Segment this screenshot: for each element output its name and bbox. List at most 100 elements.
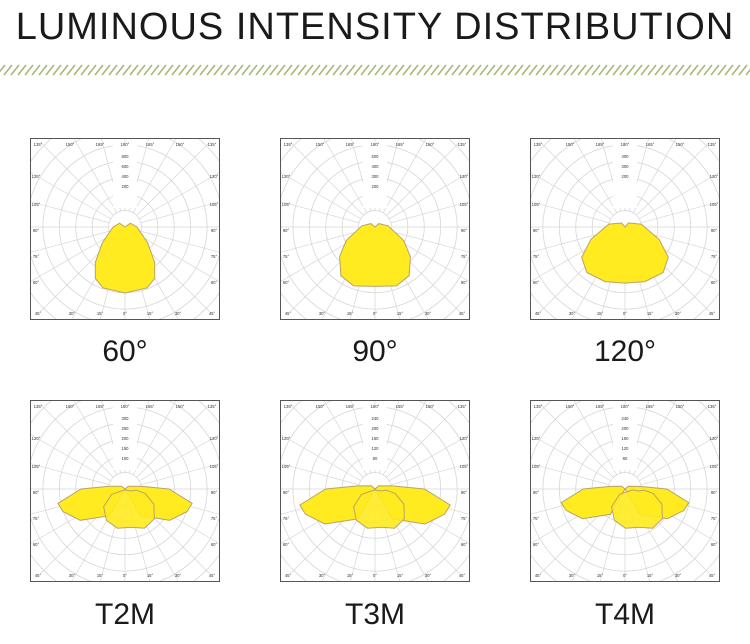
angle-tick-label: 60° xyxy=(533,280,540,285)
angle-tick-label: 135° xyxy=(34,142,43,147)
angle-tick-label: 120° xyxy=(32,174,41,179)
caption-t2m: T2M xyxy=(95,598,155,631)
angle-tick-label: 120° xyxy=(460,174,469,179)
angle-tick-label: 165° xyxy=(396,404,405,409)
angle-tick-label: 135° xyxy=(534,142,543,147)
angle-tick-label: 0° xyxy=(123,311,127,316)
hatched-divider xyxy=(0,64,750,76)
angle-tick-label: 60° xyxy=(33,280,40,285)
angle-tick-label: 30° xyxy=(569,311,576,316)
angle-tick-label: 165° xyxy=(146,142,155,147)
angle-tick-label: 60° xyxy=(533,542,540,547)
angle-tick-label: 150° xyxy=(426,142,435,147)
angle-tick-label: 90° xyxy=(283,490,290,495)
intensity-curve-secondary xyxy=(103,489,155,529)
angle-tick-label: 135° xyxy=(458,404,467,409)
angle-tick-label: 150° xyxy=(66,142,75,147)
angle-tick-label: 60° xyxy=(711,542,718,547)
polar-chart-60: 135° 150° 165° 180° 165° 150° 135° 120° 120° 105°… xyxy=(30,138,220,320)
radial-tick-label: 160 xyxy=(372,436,380,441)
angle-tick-label: 75° xyxy=(33,516,40,521)
angle-tick-label: 105° xyxy=(710,464,719,469)
angle-tick-label: 180° xyxy=(621,404,630,409)
caption-60: 60° xyxy=(102,335,148,368)
angle-tick-label: 45° xyxy=(35,311,42,316)
angle-tick-label: 15° xyxy=(397,311,404,316)
angle-tick-label: 135° xyxy=(284,404,293,409)
radial-tick-label: 200 xyxy=(622,426,630,431)
angle-tick-label: 0° xyxy=(373,311,377,316)
angle-tick-label: 120° xyxy=(460,436,469,441)
angle-tick-label: 75° xyxy=(283,516,290,521)
angle-tick-label: 150° xyxy=(566,142,575,147)
radial-tick-label: 600 xyxy=(122,164,130,169)
radial-tick-label: 300 xyxy=(622,164,630,169)
polar-chart-120: 135° 150° 165° 180° 165° 150° 135° 120° 120° 105°… xyxy=(530,138,720,320)
angle-tick-label: 135° xyxy=(458,142,467,147)
angle-tick-label: 75° xyxy=(711,254,718,259)
angle-tick-label: 15° xyxy=(97,573,104,578)
angle-tick-label: 30° xyxy=(69,573,76,578)
angle-tick-label: 90° xyxy=(211,228,218,233)
caption-t3m: T3M xyxy=(345,598,405,631)
angle-tick-label: 75° xyxy=(711,516,718,521)
caption-90: 90° xyxy=(352,335,398,368)
angle-tick-label: 180° xyxy=(121,142,130,147)
radial-tick-label: 160 xyxy=(622,436,630,441)
angle-tick-label: 150° xyxy=(176,142,185,147)
angle-tick-label: 60° xyxy=(211,542,218,547)
angle-tick-label: 45° xyxy=(35,573,42,578)
radial-tick-label: 100 xyxy=(122,456,130,461)
angle-tick-label: 180° xyxy=(121,404,130,409)
angle-tick-label: 120° xyxy=(32,436,41,441)
radial-tick-label: 80 xyxy=(623,456,628,461)
angle-tick-label: 90° xyxy=(533,490,540,495)
polar-chart-t2m: 135° 150° 165° 180° 165° 150° 135° 120° 120° 105°… xyxy=(30,400,220,582)
angle-tick-label: 105° xyxy=(32,202,41,207)
angle-tick-label: 135° xyxy=(208,142,217,147)
angle-tick-label: 135° xyxy=(534,404,543,409)
angle-tick-label: 165° xyxy=(646,142,655,147)
angle-tick-label: 90° xyxy=(33,228,40,233)
polar-chart-t4m: 135° 150° 165° 180° 165° 150° 135° 120° 120° 105°… xyxy=(530,400,720,582)
caption-t4m: T4M xyxy=(595,598,655,631)
angle-tick-label: 90° xyxy=(533,228,540,233)
angle-tick-label: 150° xyxy=(316,404,325,409)
radial-tick-label: 120 xyxy=(372,446,380,451)
angle-tick-label: 30° xyxy=(175,311,182,316)
angle-tick-label: 180° xyxy=(621,142,630,147)
angle-tick-label: 165° xyxy=(596,404,605,409)
intensity-curve xyxy=(339,223,411,287)
angle-tick-label: 45° xyxy=(459,311,466,316)
radial-tick-label: 200 xyxy=(372,184,380,189)
angle-tick-label: 15° xyxy=(147,311,154,316)
radial-tick-label: 300 xyxy=(372,174,380,179)
angle-tick-label: 120° xyxy=(710,436,719,441)
angle-tick-label: 15° xyxy=(97,311,104,316)
radial-tick-label: 400 xyxy=(622,154,630,159)
angle-tick-label: 150° xyxy=(176,404,185,409)
angle-tick-label: 165° xyxy=(146,404,155,409)
angle-tick-label: 60° xyxy=(283,280,290,285)
angle-tick-label: 120° xyxy=(282,174,291,179)
angle-tick-label: 150° xyxy=(316,142,325,147)
angle-tick-label: 60° xyxy=(461,280,468,285)
angle-tick-label: 75° xyxy=(533,516,540,521)
angle-tick-label: 150° xyxy=(676,142,685,147)
angle-tick-label: 30° xyxy=(319,573,326,578)
angle-tick-label: 15° xyxy=(147,573,154,578)
angle-tick-label: 105° xyxy=(532,202,541,207)
angle-tick-label: 75° xyxy=(461,516,468,521)
intensity-curve-secondary xyxy=(353,489,405,529)
angle-tick-label: 120° xyxy=(532,436,541,441)
angle-tick-label: 0° xyxy=(373,573,377,578)
angle-tick-label: 75° xyxy=(33,254,40,259)
radial-tick-label: 240 xyxy=(622,416,630,421)
angle-tick-label: 90° xyxy=(211,490,218,495)
angle-tick-label: 135° xyxy=(34,404,43,409)
angle-tick-label: 150° xyxy=(426,404,435,409)
angle-tick-label: 165° xyxy=(346,404,355,409)
radial-tick-label: 80 xyxy=(373,456,378,461)
angle-tick-label: 75° xyxy=(533,254,540,259)
radial-tick-label: 240 xyxy=(372,416,380,421)
